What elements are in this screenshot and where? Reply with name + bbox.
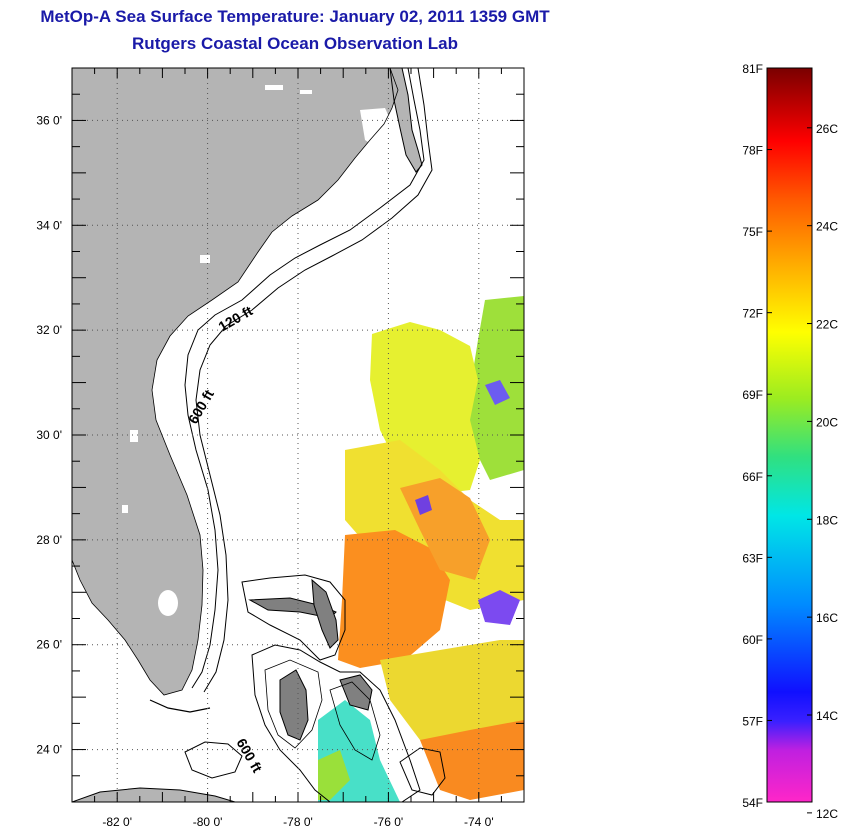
bank-little-bahama (241, 574, 346, 661)
pamlico-sound (360, 108, 395, 150)
bank-inner-2 (329, 681, 381, 761)
colorbar-f-label: 66F (742, 470, 763, 484)
land-abaco (311, 578, 339, 649)
map-ticks (71, 67, 525, 803)
land-us-mainland (72, 68, 398, 695)
colorbar-f-label: 72F (742, 307, 763, 321)
lon-tick-label: -80 0' (193, 815, 223, 829)
sst-patch-purple-mid (415, 495, 432, 515)
lon-tick-label: -76 0' (374, 815, 404, 829)
inland-water-4 (130, 430, 138, 442)
colorbar-c-label: 20C (816, 415, 838, 429)
colorbar-gradient (766, 67, 813, 803)
land-cuba (72, 787, 236, 802)
lat-tick-label: 26 0' (36, 638, 62, 652)
colorbar-c-label: 24C (816, 220, 838, 234)
contour-600ft (195, 68, 433, 693)
bank-southern (399, 747, 446, 796)
colorbar-c-label: 22C (816, 318, 838, 332)
map-area: 120 ft 600 ft 600 ft (72, 68, 524, 802)
graticule (72, 68, 524, 802)
lake-okeechobee (158, 590, 178, 616)
bank-inner-1 (264, 659, 323, 749)
lon-tick-label: -74 0' (464, 815, 494, 829)
contour-120ft (184, 68, 425, 689)
lat-tick-label: 24 0' (36, 743, 62, 757)
sst-data-layer (318, 296, 524, 802)
lon-tick-label: -78 0' (283, 815, 313, 829)
map-subtitle: Rutgers Coastal Ocean Observation Lab (132, 34, 458, 53)
colorbar-f-label: 63F (742, 551, 763, 565)
colorbar-f-label: 75F (742, 225, 763, 239)
lat-tick-label: 36 0' (36, 113, 62, 127)
inland-water-1 (265, 85, 283, 90)
sst-patch-purple-spot (485, 380, 510, 405)
colorbar-f-label: 81F (742, 62, 763, 76)
inland-water-3 (200, 255, 210, 263)
lat-tick-label: 32 0' (36, 323, 62, 337)
lat-tick-label: 34 0' (36, 218, 62, 232)
lat-tick-label: 30 0' (36, 428, 62, 442)
bank-great-bahama (251, 644, 421, 802)
colorbar-c-label: 16C (816, 611, 838, 625)
colorbar-f-label: 60F (742, 633, 763, 647)
land-outer-banks (389, 68, 423, 173)
sst-patch-orange-main (338, 530, 450, 668)
colorbar-c-label: 26C (816, 122, 838, 136)
colorbar-f-label: 57F (742, 714, 763, 728)
lat-tick-label: 28 0' (36, 533, 62, 547)
colorbar-f-label: 69F (742, 388, 763, 402)
sst-patch-green-sw (318, 750, 350, 800)
map-tick-labels: -82 0' -80 0' -78 0' -76 0' -74 0' 24 0' 26 0'… (36, 113, 493, 829)
sst-patch-blue-spot (478, 590, 520, 625)
colorbar-c-label: 18C (816, 513, 838, 527)
inland-water-5 (122, 505, 128, 513)
colorbar-c-label: 12C (816, 807, 838, 821)
bank-cay-sal (184, 741, 243, 779)
colorbar-f-label: 78F (742, 144, 763, 158)
lon-tick-label: -82 0' (102, 815, 132, 829)
florida-keys (149, 699, 211, 713)
map-title: MetOp-A Sea Surface Temperature: January… (40, 7, 550, 26)
colorbar-f-label: 54F (742, 796, 763, 810)
colorbar: 81F 78F 75F 72F 69F 66F 63F 60F 57F 54F 26C 24C 22C 2… (742, 62, 838, 821)
inland-water-2 (300, 90, 312, 94)
sst-patch-orange-south (420, 720, 524, 800)
colorbar-c-label: 14C (816, 709, 838, 723)
